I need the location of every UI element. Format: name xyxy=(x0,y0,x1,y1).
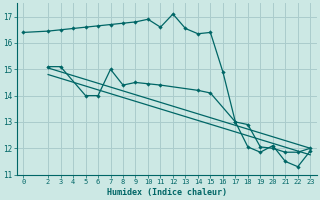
X-axis label: Humidex (Indice chaleur): Humidex (Indice chaleur) xyxy=(107,188,227,197)
